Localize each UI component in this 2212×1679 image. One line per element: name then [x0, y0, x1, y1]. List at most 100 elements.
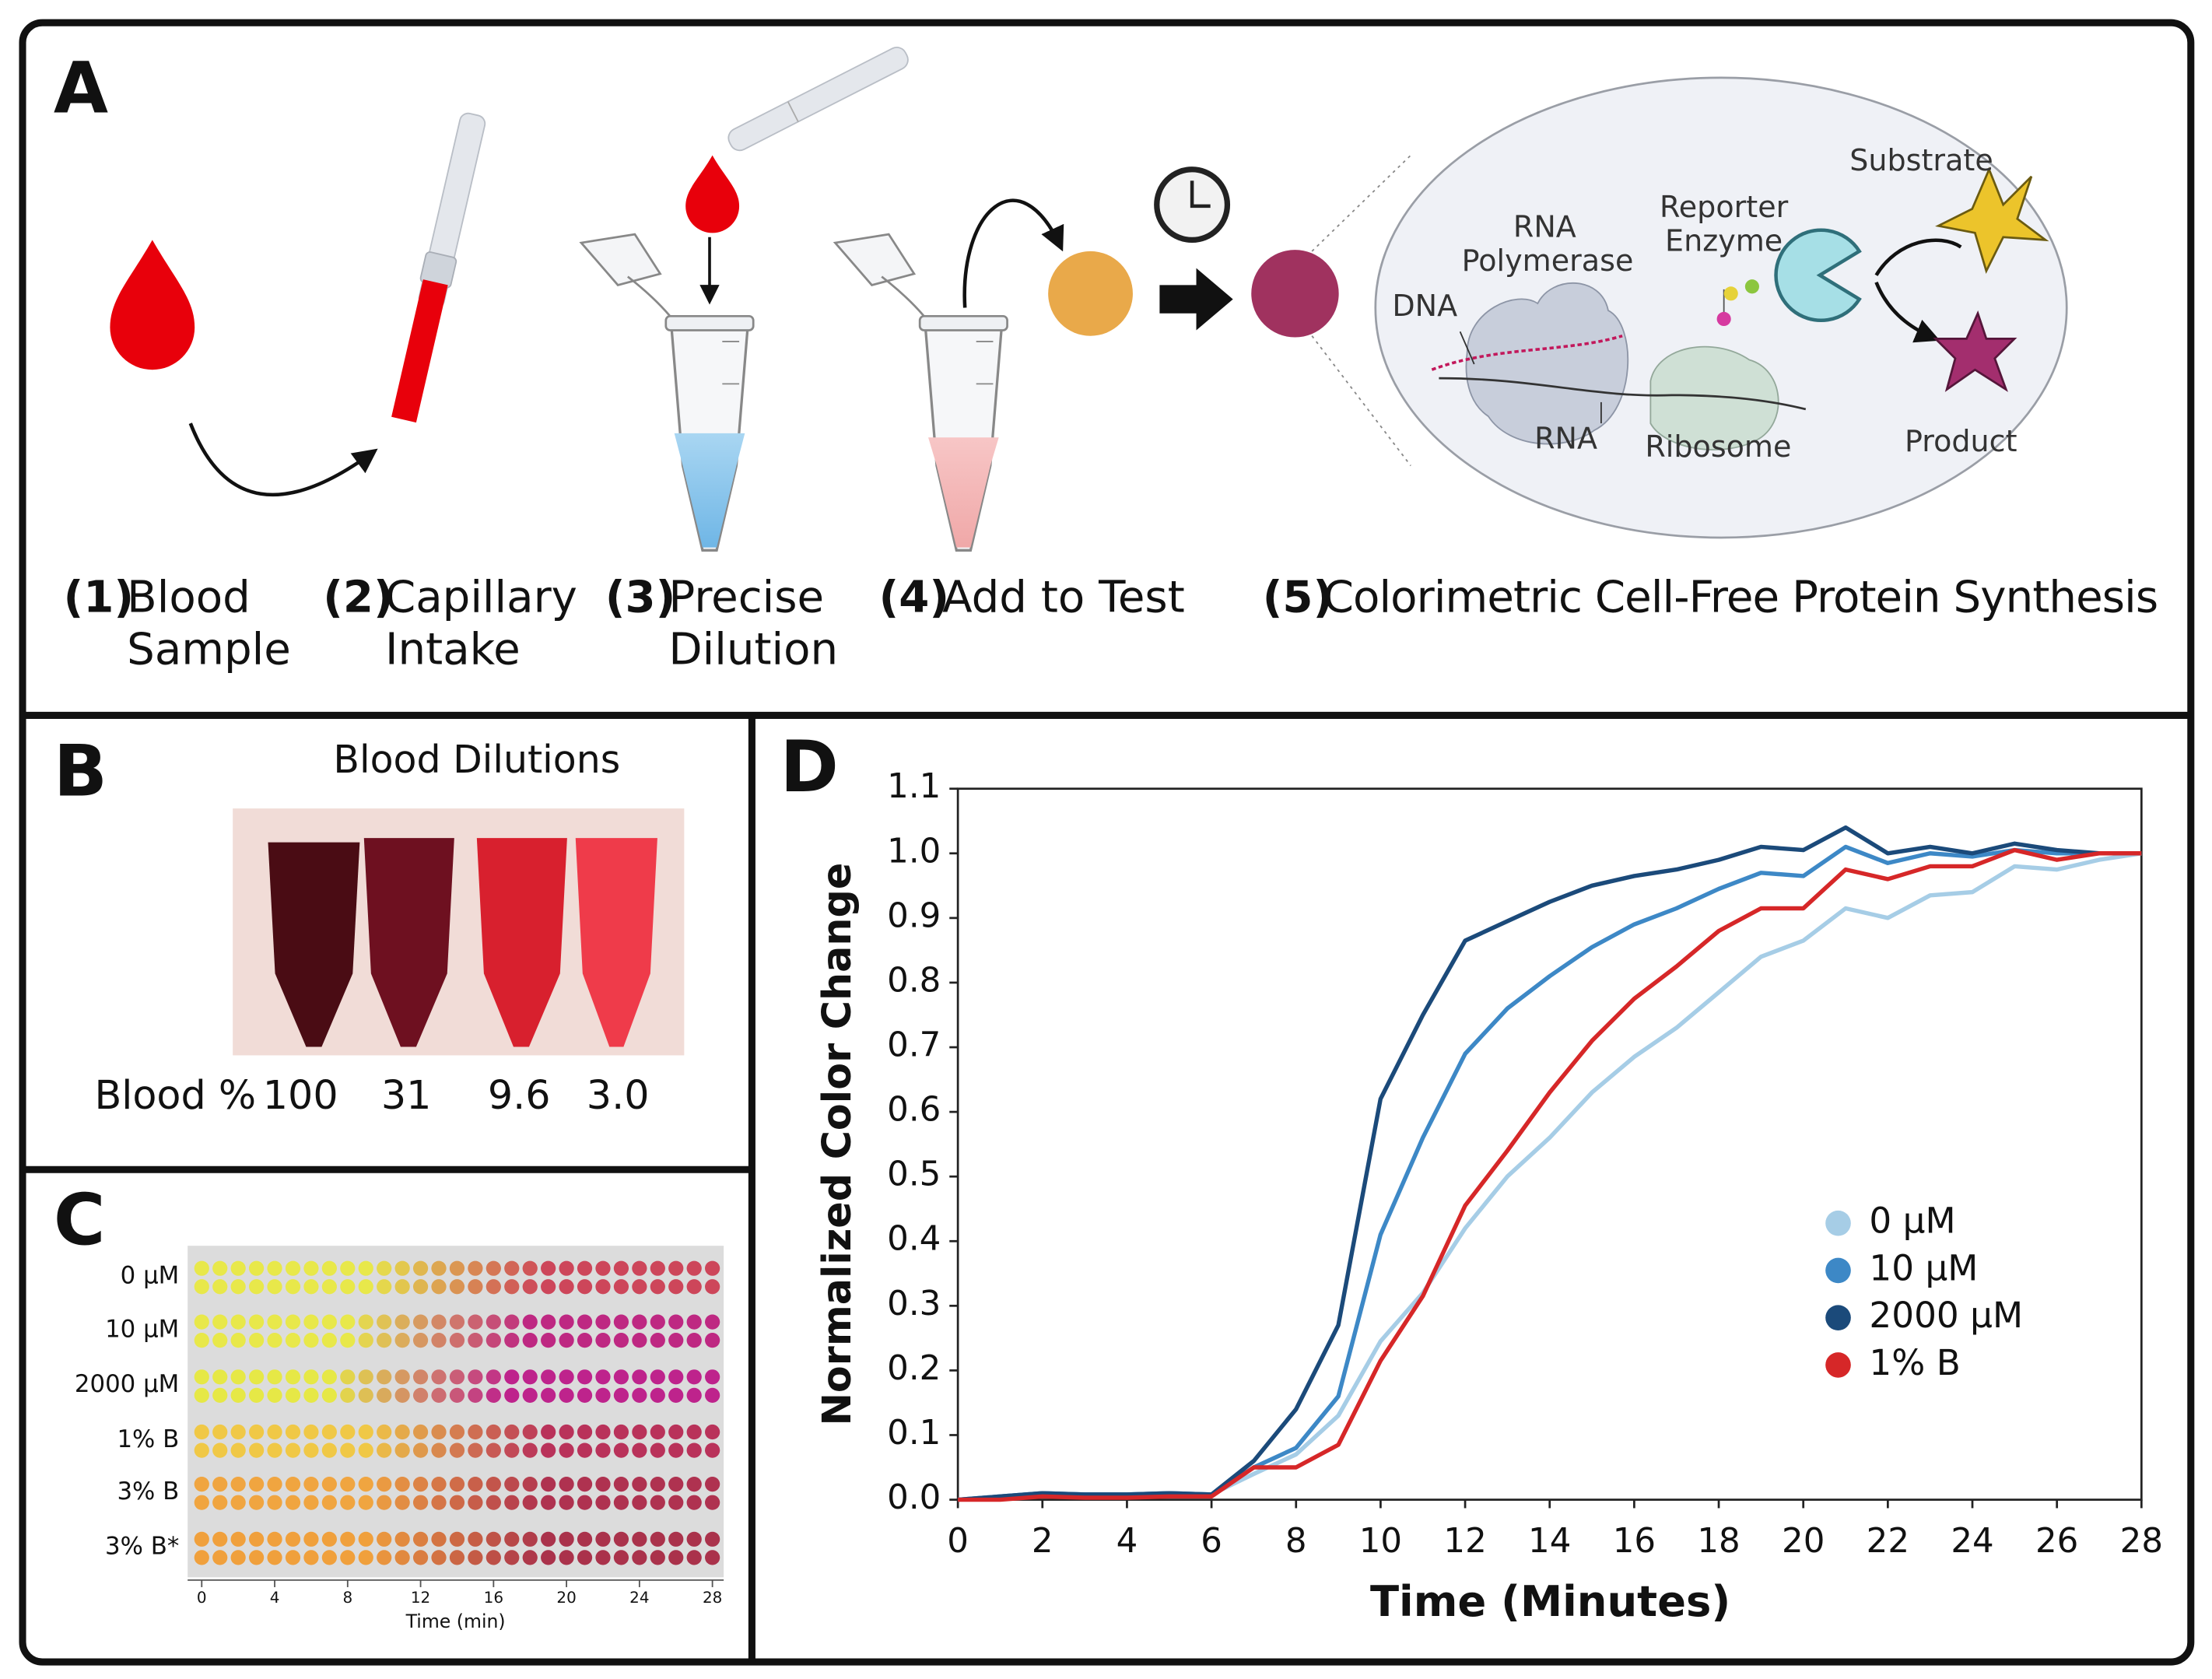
well [559, 1333, 574, 1348]
dilution-label: 9.6 [488, 1072, 551, 1118]
well [595, 1531, 611, 1547]
well [705, 1424, 720, 1440]
label: Polymerase [1462, 244, 1634, 278]
well [248, 1495, 265, 1510]
well [559, 1442, 574, 1458]
well [595, 1424, 611, 1440]
well [577, 1369, 593, 1385]
well [267, 1387, 282, 1403]
well [267, 1369, 282, 1385]
well [358, 1550, 373, 1565]
well [595, 1369, 611, 1385]
well [394, 1279, 410, 1295]
well [541, 1260, 556, 1276]
legend-label: 1% B [1869, 1342, 1960, 1383]
well [650, 1550, 665, 1565]
well [613, 1550, 629, 1565]
well [303, 1550, 319, 1565]
well [504, 1495, 520, 1510]
well [394, 1333, 410, 1348]
y-tick-label: 0.1 [887, 1414, 941, 1453]
plot-area [956, 787, 2143, 1501]
well [486, 1369, 501, 1385]
well [377, 1387, 392, 1403]
well [212, 1369, 228, 1385]
well [431, 1531, 447, 1547]
well [613, 1279, 629, 1295]
well [632, 1314, 647, 1330]
well [267, 1260, 282, 1276]
well [431, 1442, 447, 1458]
frame [19, 19, 2195, 1666]
well [613, 1333, 629, 1348]
well [412, 1476, 429, 1492]
plate-row-label: 10 μM [105, 1315, 179, 1343]
well [541, 1476, 556, 1492]
well [321, 1369, 337, 1385]
well [449, 1333, 465, 1348]
well [668, 1260, 684, 1276]
well [194, 1550, 209, 1565]
well [486, 1260, 501, 1276]
well [504, 1476, 520, 1492]
well [486, 1387, 501, 1403]
well [377, 1279, 392, 1295]
well [577, 1495, 593, 1510]
well [321, 1424, 337, 1440]
well [686, 1476, 702, 1492]
well [705, 1260, 720, 1276]
well [194, 1476, 209, 1492]
well [412, 1495, 429, 1510]
well [394, 1550, 410, 1565]
well [431, 1279, 447, 1295]
x-tick-label: 22 [1867, 1522, 1909, 1561]
well [522, 1369, 538, 1385]
well [668, 1333, 684, 1348]
well [522, 1314, 538, 1330]
well [650, 1424, 665, 1440]
well [303, 1531, 319, 1547]
well [650, 1333, 665, 1348]
step-label: Blood [127, 572, 251, 622]
well [248, 1550, 265, 1565]
well [212, 1495, 228, 1510]
dilution-label: 31 [381, 1072, 432, 1118]
well [449, 1476, 465, 1492]
well [303, 1476, 319, 1492]
plate-row-label: 2000 μM [75, 1370, 179, 1398]
well [230, 1333, 246, 1348]
step-number: (2) [323, 572, 393, 622]
well [431, 1387, 447, 1403]
plate-tick-label: 16 [484, 1588, 503, 1607]
well [230, 1531, 246, 1547]
well [412, 1260, 429, 1276]
well [267, 1314, 282, 1330]
well [468, 1495, 483, 1510]
well [486, 1314, 501, 1330]
well [632, 1424, 647, 1440]
well [613, 1495, 629, 1510]
well [449, 1495, 465, 1510]
well [358, 1476, 373, 1492]
well [504, 1442, 520, 1458]
well [486, 1550, 501, 1565]
well [559, 1550, 574, 1565]
well [577, 1424, 593, 1440]
well [541, 1387, 556, 1403]
panel-letter: C [54, 1180, 106, 1261]
panel-letter: A [54, 48, 108, 130]
well [248, 1424, 265, 1440]
well [340, 1476, 356, 1492]
well [303, 1333, 319, 1348]
step-label: Capillary [385, 572, 577, 622]
legend-label: 2000 μM [1869, 1295, 2023, 1336]
well [541, 1531, 556, 1547]
well [668, 1476, 684, 1492]
well [613, 1387, 629, 1403]
well [303, 1260, 319, 1276]
step-number: (4) [879, 572, 949, 622]
legend-marker [1825, 1210, 1851, 1236]
well [668, 1550, 684, 1565]
well [394, 1442, 410, 1458]
well [613, 1424, 629, 1440]
